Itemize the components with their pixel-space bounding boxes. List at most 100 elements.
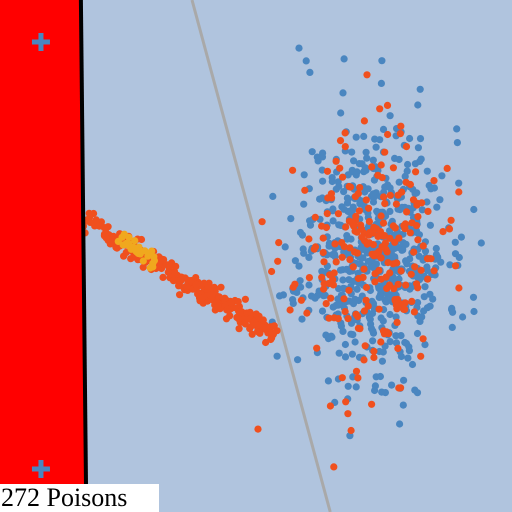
blue-class-point (356, 160, 363, 167)
blue-class-point (378, 57, 385, 64)
blue-class-point (397, 332, 404, 339)
poison-points-point (253, 310, 260, 317)
blue-class-point (309, 148, 316, 155)
orange-class-point (363, 196, 370, 203)
orange-class-point (346, 218, 353, 225)
orange-class-point (335, 315, 342, 322)
orange-class-point (403, 208, 410, 215)
orange-class-point (327, 295, 334, 302)
blue-class-point (362, 164, 369, 171)
blue-class-point (403, 340, 410, 347)
orange-class-point (320, 258, 327, 265)
orange-class-point (354, 313, 361, 320)
blue-class-point (416, 318, 423, 325)
orange-class-point (368, 401, 375, 408)
orange-class-point (353, 368, 360, 375)
orange-class-point (345, 287, 352, 294)
orange-class-point (401, 225, 408, 232)
poison-points-point (193, 281, 200, 288)
orange-class-point (268, 268, 275, 275)
blue-class-point (429, 296, 436, 303)
blue-class-point (333, 302, 340, 309)
orange-class-point (324, 210, 331, 217)
blue-class-point (414, 101, 421, 108)
orange-class-point (357, 222, 364, 229)
blue-class-point (363, 155, 370, 162)
orange-class-point (298, 297, 305, 304)
orange-class-group (49, 71, 463, 470)
blue-class-point (339, 89, 346, 96)
blue-class-point (339, 328, 346, 335)
orange-class-point (306, 274, 313, 281)
blue-class-point (433, 204, 440, 211)
orange-class-point (327, 402, 334, 409)
blue-class-point (353, 383, 360, 390)
blue-class-point (470, 308, 477, 315)
orange-class-point (401, 306, 408, 313)
blue-class-point (289, 296, 296, 303)
orange-class-point (363, 71, 370, 78)
blue-class-point (373, 373, 380, 380)
blue-class-point (388, 382, 395, 389)
orange-class-point (420, 335, 427, 342)
poison-count-label: 272 Poisons (0, 484, 159, 512)
orange-class-point (324, 194, 331, 201)
blue-class-point (342, 341, 349, 348)
poison-highlight-point (115, 238, 122, 245)
orange-class-point (346, 256, 353, 263)
blue-class-point (449, 324, 456, 331)
orange-class-point (418, 199, 425, 206)
blue-class-point (354, 286, 361, 293)
poison-points-point (242, 296, 249, 303)
orange-class-point (420, 242, 427, 249)
orange-class-point (397, 384, 404, 391)
orange-class-point (356, 325, 363, 332)
orange-class-point (446, 225, 453, 232)
blue-class-point (373, 144, 380, 151)
poison-points-point (249, 322, 256, 329)
orange-class-point (342, 308, 349, 315)
blue-class-point (369, 337, 376, 344)
orange-class-point (360, 356, 367, 363)
poison-points-point (172, 263, 179, 270)
plus-marker-bottom-v (38, 460, 43, 478)
blue-class-point (300, 250, 307, 257)
blue-class-point (348, 149, 355, 156)
orange-class-point (361, 237, 368, 244)
orange-class-point (366, 218, 373, 225)
orange-class-point (424, 276, 431, 283)
poison-points-point (165, 269, 172, 276)
poison-points-point (140, 264, 147, 271)
orange-class-point (381, 200, 388, 207)
orange-class-point (402, 282, 409, 289)
orange-class-point (303, 310, 310, 317)
poison-highlight-point (121, 231, 128, 238)
orange-class-point (363, 297, 370, 304)
poison-points-point (256, 330, 263, 337)
orange-class-point (398, 189, 405, 196)
blue-class-point (367, 316, 374, 323)
orange-class-point (287, 306, 294, 313)
poison-points-point (159, 274, 166, 281)
blue-class-point (438, 172, 445, 179)
orange-class-point (408, 219, 415, 226)
orange-class-point (366, 229, 373, 236)
orange-class-point (371, 278, 378, 285)
orange-class-point (403, 143, 410, 150)
blue-class-point (387, 338, 394, 345)
blue-class-point (406, 347, 413, 354)
blue-class-point (414, 274, 421, 281)
blue-class-point (329, 251, 336, 258)
rejected-region (0, 0, 86, 512)
orange-class-point (301, 187, 308, 194)
orange-class-point (384, 131, 391, 138)
orange-class-point (320, 235, 327, 242)
orange-class-point (392, 224, 399, 231)
orange-class-point (362, 342, 369, 349)
poison-highlight-point (151, 257, 158, 264)
orange-class-point (424, 208, 431, 215)
blue-class-point (378, 389, 385, 396)
blue-class-point (396, 420, 403, 427)
blue-class-point (424, 304, 431, 311)
orange-class-point (346, 183, 353, 190)
